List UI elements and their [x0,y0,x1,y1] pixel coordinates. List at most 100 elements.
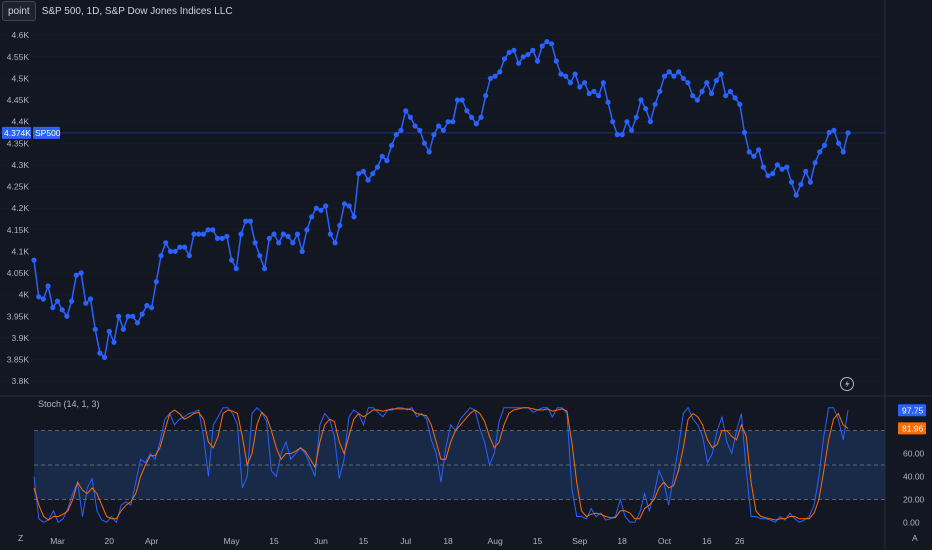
price-point [323,203,329,209]
price-point [821,142,828,148]
price-y-tick: 3.9K [12,333,30,343]
price-point [158,253,164,259]
corner-label-right[interactable]: A [912,533,918,543]
price-point [520,54,526,60]
price-point [445,119,451,125]
price-point [788,179,795,185]
value-labels: 4.374K SP500 97.75 81.96 [2,126,926,435]
price-y-tick: 3.8K [12,376,30,386]
price-point [671,73,677,79]
price-point [690,93,696,99]
price-point [219,235,225,241]
price-point [469,114,475,120]
price-point [83,300,89,306]
price-point [450,119,456,125]
price-point [134,320,141,326]
price-point [205,227,211,233]
price-point [389,142,395,148]
stoch-y-tick: 20.00 [903,494,925,504]
x-tick: Oct [658,536,672,546]
price-point [356,171,362,177]
price-point [102,354,108,360]
price-point [633,114,639,120]
price-point [167,248,174,254]
price-point [393,132,399,138]
price-point [78,270,84,276]
price-point [492,73,498,79]
x-tick: 18 [617,536,627,546]
price-y-tick: 4.45K [7,95,30,105]
last-price-value-box [2,126,31,139]
price-point [704,80,710,86]
price-y-tick: 4.15K [7,225,30,235]
price-y-tick: 4.3K [12,160,30,170]
price-point [431,132,437,138]
price-point [233,266,239,272]
price-y-tick: 4.35K [7,138,30,148]
price-point [196,231,202,237]
price-point [534,58,541,64]
price-point [652,101,658,107]
price-point [73,272,79,278]
price-point [59,307,65,313]
price-point [666,69,672,75]
price-point [36,294,42,300]
price-point [332,240,338,246]
x-tick: 20 [105,536,115,546]
price-point [817,149,823,155]
price-point [784,164,790,170]
price-point [440,127,446,133]
price-y-tick: 4K [19,290,30,300]
price-point [506,49,512,56]
price-point [774,162,781,168]
price-point [327,231,333,237]
price-point [770,171,776,177]
price-point [182,244,188,250]
price-point [501,56,508,62]
price-point [586,90,592,97]
lightning-icon[interactable] [840,377,854,391]
stoch-value-label: 97.75 [902,405,924,415]
price-point [257,253,263,259]
price-point [464,108,470,114]
price-point [106,328,112,334]
price-point [374,164,381,170]
price-point [530,47,536,53]
price-point [309,214,315,220]
price-point [144,302,150,309]
price-point [483,93,489,99]
price-y-tick: 4.2K [12,203,30,213]
price-point [280,231,286,237]
price-point [610,119,616,125]
chart-type-button[interactable]: point [2,1,36,21]
stoch-band [34,430,885,500]
price-point [511,47,517,53]
price-point [676,69,682,75]
price-point [699,88,705,94]
price-point [596,93,602,99]
x-tick: Apr [145,536,158,546]
stoch-y-tick: 0.00 [903,517,920,527]
price-point [294,231,301,237]
price-point [139,311,145,317]
price-point [50,305,56,311]
price-point [120,326,126,332]
price-point [97,350,103,356]
price-point [238,231,244,237]
price-y-tick: 4.1K [12,246,30,256]
price-point [591,88,597,94]
x-tick: 15 [359,536,369,546]
price-point [31,257,37,263]
price-point [643,106,649,112]
stoch-indicator-label[interactable]: Stoch (14, 1, 3) [38,399,100,409]
price-point [229,257,235,263]
price-point [558,71,564,77]
price-point [290,240,296,246]
price-point [807,179,814,185]
stoch-y-tick: 60.00 [903,449,925,459]
price-point [421,140,428,146]
price-point [365,177,371,183]
price-point [680,75,686,81]
header: point S&P 500, 1D, S&P Dow Jones Indices… [0,0,233,22]
